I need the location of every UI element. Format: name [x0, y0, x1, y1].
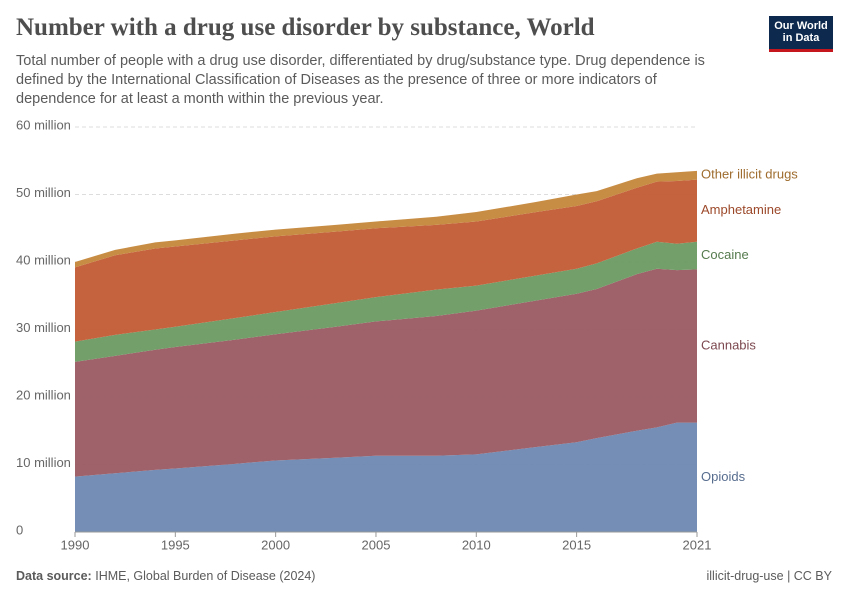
slug: illicit-drug-use | CC BY	[706, 569, 832, 583]
x-tick-label: 2015	[562, 537, 591, 552]
y-tick-label: 10 million	[16, 455, 71, 470]
logo[interactable]: Our World in Data	[769, 16, 833, 52]
logo-text[interactable]: in Data	[782, 32, 820, 44]
area	[75, 170, 697, 268]
area	[75, 241, 697, 362]
legend-label: Cannabis	[701, 337, 756, 352]
source[interactable]: IHME, Global Burden of Disease (2024)	[95, 569, 316, 583]
y-tick-label: 0	[16, 522, 23, 537]
x-tick-label: 2005	[362, 537, 391, 552]
x-tick-label: 2000	[261, 537, 290, 552]
logo-text[interactable]: Our World	[774, 20, 828, 32]
legend-label: Cocaine	[701, 247, 749, 262]
chart-subtitle: Total number of people with a drug use d…	[16, 53, 705, 107]
legend-label: Amphetamine	[701, 202, 781, 217]
x-tick-label: 2010	[462, 537, 491, 552]
x-tick-label: 2021	[683, 537, 712, 552]
chart-title: Number with a drug use disorder by subst…	[16, 14, 595, 41]
area	[75, 422, 697, 532]
legend-label: Other illicit drugs	[701, 167, 798, 182]
y-tick-label: 60 million	[16, 117, 71, 132]
y-tick-label: 30 million	[16, 320, 71, 335]
area	[75, 268, 697, 477]
area	[75, 179, 697, 342]
source-note: Data source: IHME, Global Burden of Dise…	[16, 569, 315, 583]
y-tick-label: 50 million	[16, 185, 71, 200]
y-tick-label: 40 million	[16, 252, 71, 267]
x-tick-label: 1990	[61, 537, 90, 552]
legend-label: Opioids	[701, 469, 746, 484]
y-tick-label: 20 million	[16, 387, 71, 402]
x-tick-label: 1995	[161, 537, 190, 552]
source-label: Data source:	[16, 569, 92, 583]
